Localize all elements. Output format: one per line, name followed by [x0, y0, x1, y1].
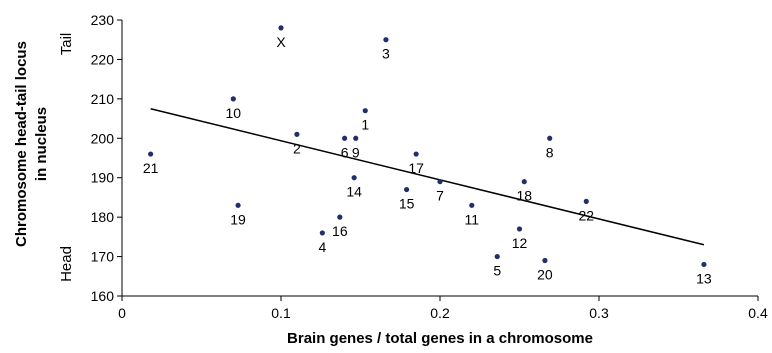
x-tick-label: 0.1: [271, 305, 291, 321]
data-point-6: [342, 135, 348, 141]
data-point-20: [542, 257, 548, 264]
axes: [121, 20, 758, 297]
data-point-1: [362, 108, 368, 114]
x-tick-label: 0.4: [748, 305, 768, 321]
y-tick-label: 220: [91, 51, 115, 67]
point-label-16: 16: [332, 223, 348, 239]
data-point-3: [383, 37, 389, 43]
point-label-17: 17: [408, 160, 424, 176]
x-tick-label: 0: [118, 305, 126, 321]
y-tick-label: 170: [91, 249, 115, 265]
point-label-X: X: [276, 34, 286, 50]
data-point-19: [235, 202, 241, 208]
y-tick-label: 190: [91, 170, 115, 186]
point-label-9: 9: [352, 144, 360, 160]
data-point-9: [353, 135, 359, 141]
y-axis-label: Chromosome head-tail locus in nucleus Ta…: [13, 33, 75, 282]
x-tick-label: 0.2: [430, 305, 450, 321]
data-point-13: [701, 261, 707, 268]
point-label-7: 7: [436, 188, 444, 204]
point-label-12: 12: [512, 235, 528, 251]
point-label-1: 1: [361, 117, 369, 133]
y-tick-label: 210: [91, 91, 115, 107]
data-point-18: [521, 179, 527, 185]
y-axis-label-line-2: in nucleus: [33, 107, 50, 181]
y-axis-head-label: Head: [58, 246, 75, 282]
data-point-12: [516, 226, 523, 232]
data-point-4: [319, 230, 325, 236]
data-point-21: [148, 151, 154, 157]
point-label-22: 22: [578, 207, 594, 223]
point-label-15: 15: [399, 196, 415, 212]
point-label-13: 13: [696, 270, 712, 286]
trendline: [150, 107, 705, 246]
point-label-10: 10: [226, 105, 242, 121]
data-point-17: [413, 151, 419, 157]
x-axis-label: Brain genes / total genes in a chromosom…: [287, 330, 593, 347]
point-label-18: 18: [516, 188, 532, 204]
point-label-11: 11: [465, 211, 480, 227]
x-tick-label: 0.3: [589, 305, 609, 321]
point-label-6: 6: [341, 144, 349, 160]
point-label-20: 20: [537, 267, 553, 283]
data-point-5: [494, 253, 500, 260]
data-point-8: [547, 135, 553, 141]
point-label-21: 21: [143, 160, 159, 176]
point-label-14: 14: [346, 184, 362, 200]
y-axis-label-line-1: Chromosome head-tail locus: [13, 41, 30, 247]
data-point-15: [404, 186, 410, 193]
point-label-2: 2: [293, 140, 301, 156]
y-tick-label: 160: [91, 288, 115, 304]
y-axis-tail-label: Tail: [58, 33, 75, 56]
data-point-2: [294, 131, 300, 137]
data-point-X: [278, 25, 284, 31]
y-tick-label: 180: [91, 209, 115, 225]
y-ticks: 160 170 180 190 200 210 220 230: [91, 12, 122, 304]
data-points: [148, 25, 707, 268]
point-label-5: 5: [493, 263, 501, 279]
point-label-4: 4: [318, 239, 326, 255]
y-tick-label: 230: [91, 12, 115, 28]
data-point-7: [437, 179, 443, 185]
point-label-19: 19: [230, 211, 246, 227]
point-label-3: 3: [382, 46, 390, 62]
data-point-14: [351, 175, 357, 181]
data-point-22: [583, 198, 589, 204]
data-point-16: [337, 214, 343, 220]
point-label-8: 8: [546, 144, 554, 160]
data-point-10: [230, 96, 236, 102]
data-point-11: [469, 202, 475, 208]
y-tick-label: 200: [91, 130, 115, 146]
x-ticks: 0 0.1 0.2 0.3 0.4: [118, 296, 768, 321]
